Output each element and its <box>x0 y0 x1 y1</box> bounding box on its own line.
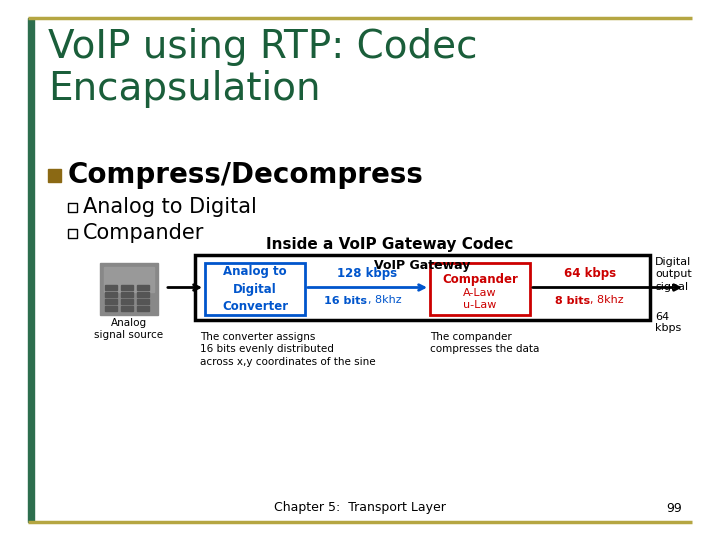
Bar <box>121 285 133 290</box>
Text: Compress/Decompress: Compress/Decompress <box>68 161 424 189</box>
Text: 64
kbps: 64 kbps <box>655 312 681 333</box>
Text: 64 kbps: 64 kbps <box>564 267 616 280</box>
Text: Analog to Digital: Analog to Digital <box>83 197 257 217</box>
Bar <box>48 169 61 182</box>
Bar <box>105 306 117 311</box>
Bar <box>137 306 149 311</box>
Text: 128 kbps: 128 kbps <box>338 267 397 280</box>
Text: A-Law: A-Law <box>463 288 497 298</box>
Bar <box>104 267 154 292</box>
Text: VoIP using RTP: Codec
Encapsulation: VoIP using RTP: Codec Encapsulation <box>48 28 477 109</box>
Bar <box>137 292 149 297</box>
Text: Compander: Compander <box>83 223 204 243</box>
Bar <box>28 18 34 522</box>
Text: Digital
output
signal: Digital output signal <box>655 257 692 292</box>
Text: VoIP Gateway: VoIP Gateway <box>374 259 471 272</box>
Text: Chapter 5:  Transport Layer: Chapter 5: Transport Layer <box>274 502 446 515</box>
Bar <box>121 299 133 304</box>
Bar <box>121 292 133 297</box>
Bar <box>105 292 117 297</box>
Bar <box>195 255 650 320</box>
Text: 8 bits: 8 bits <box>555 295 590 306</box>
Bar <box>430 263 530 315</box>
Bar <box>68 229 77 238</box>
Text: 16 bits: 16 bits <box>325 295 367 306</box>
Text: , 8khz: , 8khz <box>590 295 624 306</box>
Text: 99: 99 <box>666 502 682 515</box>
Text: Compander: Compander <box>442 273 518 286</box>
Text: u-Law: u-Law <box>463 300 497 310</box>
Text: Analog
signal source: Analog signal source <box>94 318 163 340</box>
Text: Analog to
Digital
Converter: Analog to Digital Converter <box>222 266 288 313</box>
Bar <box>100 263 158 315</box>
Bar <box>205 263 305 315</box>
Text: The compander
compresses the data: The compander compresses the data <box>430 332 539 354</box>
Bar <box>68 203 77 212</box>
Bar <box>137 285 149 290</box>
Text: The converter assigns
16 bits evenly distributed
across x,y coordinates of the s: The converter assigns 16 bits evenly dis… <box>200 332 376 367</box>
Bar <box>137 299 149 304</box>
Bar <box>105 285 117 290</box>
Bar <box>121 306 133 311</box>
Text: Inside a VoIP Gateway Codec: Inside a VoIP Gateway Codec <box>266 238 513 253</box>
Text: , 8khz: , 8khz <box>367 295 401 306</box>
Bar <box>105 299 117 304</box>
